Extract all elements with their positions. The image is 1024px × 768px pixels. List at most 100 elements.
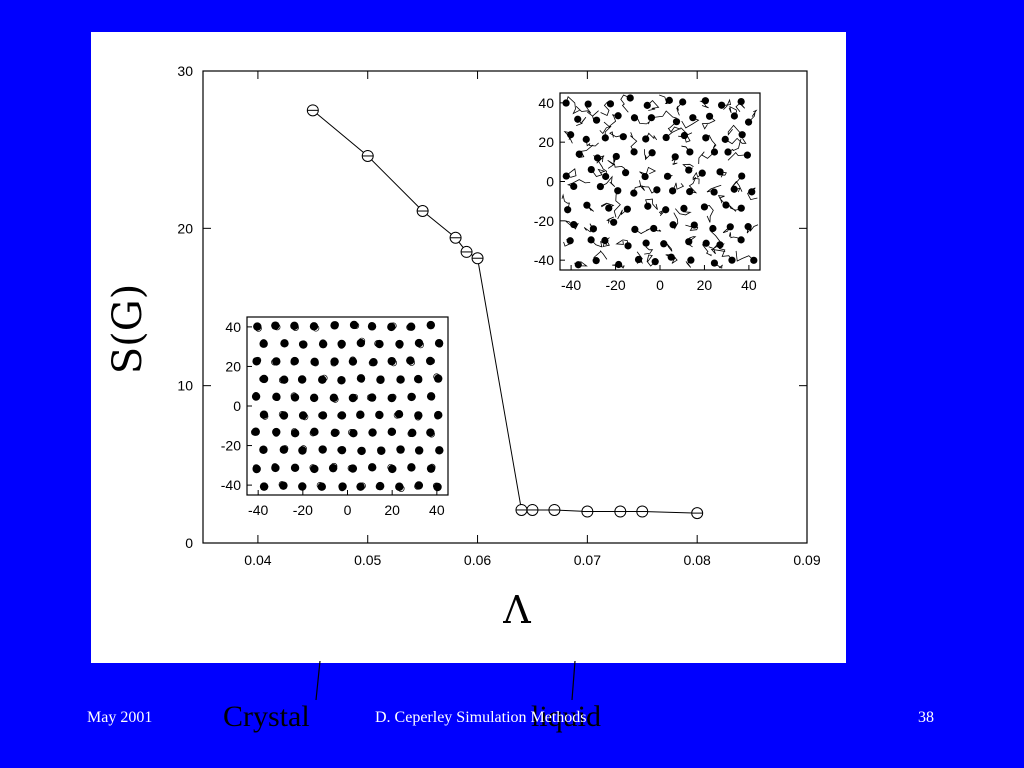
data-point xyxy=(515,503,528,516)
particle xyxy=(728,105,738,120)
particle xyxy=(613,187,622,218)
particle xyxy=(643,100,660,111)
data-point xyxy=(526,503,539,516)
inset-x-tick-label: -20 xyxy=(605,277,625,293)
inset-y-tick-label: 40 xyxy=(225,319,241,335)
particle xyxy=(607,152,620,166)
particle xyxy=(348,393,359,403)
particle xyxy=(638,185,661,194)
particle xyxy=(699,97,710,109)
main-axis-ticks: 0.04 0.05 0.06 0.07 0.08 0.09 0 10 20 30 xyxy=(177,63,820,568)
particle xyxy=(669,182,685,195)
particle xyxy=(433,373,443,383)
particle xyxy=(278,411,289,420)
inset-y-tick-label: 0 xyxy=(233,398,241,414)
liquid-callout-line xyxy=(571,660,576,701)
particle xyxy=(685,256,695,268)
particle xyxy=(630,132,638,156)
particle xyxy=(414,481,424,490)
particle xyxy=(337,411,347,420)
particle xyxy=(259,410,269,420)
particle xyxy=(426,320,436,330)
particle xyxy=(620,94,634,113)
particle xyxy=(676,98,687,116)
particle xyxy=(271,321,281,331)
data-point xyxy=(449,231,462,244)
inset-liquid-ticks: -40 -20 0 20 40 40 20 0 -20 -40 xyxy=(534,95,757,293)
y-tick-label: 0 xyxy=(185,535,193,551)
particle xyxy=(717,195,730,209)
particle xyxy=(716,168,727,178)
particle xyxy=(426,392,436,401)
particle xyxy=(700,203,714,223)
particle xyxy=(607,163,630,177)
particle xyxy=(348,429,358,438)
particle xyxy=(259,445,268,454)
inset-x-tick-label: -40 xyxy=(248,502,268,518)
inset-liquid-particles xyxy=(561,94,759,269)
particle xyxy=(701,239,712,257)
particle xyxy=(747,187,758,201)
particle xyxy=(407,463,416,472)
particle xyxy=(681,114,700,129)
particle xyxy=(271,463,280,473)
particle xyxy=(387,322,397,332)
particle xyxy=(367,322,377,331)
particle xyxy=(564,220,579,230)
inset-y-tick-label: -40 xyxy=(221,477,241,493)
particle xyxy=(658,206,670,216)
particle xyxy=(574,261,588,269)
inset-y-tick-label: -40 xyxy=(534,252,554,268)
particle xyxy=(318,339,328,349)
particle xyxy=(574,115,587,126)
particle xyxy=(368,463,377,472)
particle xyxy=(674,204,692,216)
data-point xyxy=(581,505,594,518)
particle xyxy=(642,132,658,143)
particle xyxy=(366,393,377,402)
particle xyxy=(290,428,300,438)
particle xyxy=(251,392,261,401)
particle xyxy=(272,392,281,402)
particle xyxy=(596,175,616,191)
particle xyxy=(735,97,746,112)
particle xyxy=(279,375,289,384)
particle xyxy=(432,482,442,492)
particle xyxy=(338,482,347,492)
particle xyxy=(357,446,366,456)
x-tick-label: 0.09 xyxy=(793,552,820,568)
particle xyxy=(646,254,659,267)
particle xyxy=(650,224,662,233)
particle xyxy=(647,110,677,122)
particle xyxy=(660,240,673,252)
x-tick-label: 0.05 xyxy=(354,552,381,568)
particle xyxy=(337,376,346,385)
inset-crystal: -40 -20 0 20 40 40 20 0 -20 -40 xyxy=(221,316,449,518)
inset-x-tick-label: 20 xyxy=(384,502,400,518)
particle xyxy=(396,375,405,384)
particle xyxy=(414,446,424,455)
particle xyxy=(686,177,698,196)
particle xyxy=(612,260,625,269)
particle xyxy=(413,374,423,384)
particle xyxy=(395,482,405,492)
particle xyxy=(252,356,262,366)
particle xyxy=(659,94,673,105)
particle xyxy=(375,481,385,491)
main-series xyxy=(306,104,704,520)
particle xyxy=(252,464,261,474)
x-tick-label: 0.06 xyxy=(464,552,491,568)
particle xyxy=(583,201,594,212)
particle xyxy=(337,339,346,349)
particle xyxy=(678,131,691,143)
particle xyxy=(347,464,358,473)
liquid-callout: liquid xyxy=(531,700,602,733)
particle xyxy=(309,393,319,403)
particle xyxy=(721,135,747,145)
footer-author: D. Ceperley Simulation Methods xyxy=(375,709,587,726)
particle xyxy=(395,339,404,349)
particle xyxy=(259,339,268,348)
inset-crystal-particles xyxy=(250,320,444,492)
particle xyxy=(701,112,716,130)
x-axis-title: Λ xyxy=(502,588,531,632)
